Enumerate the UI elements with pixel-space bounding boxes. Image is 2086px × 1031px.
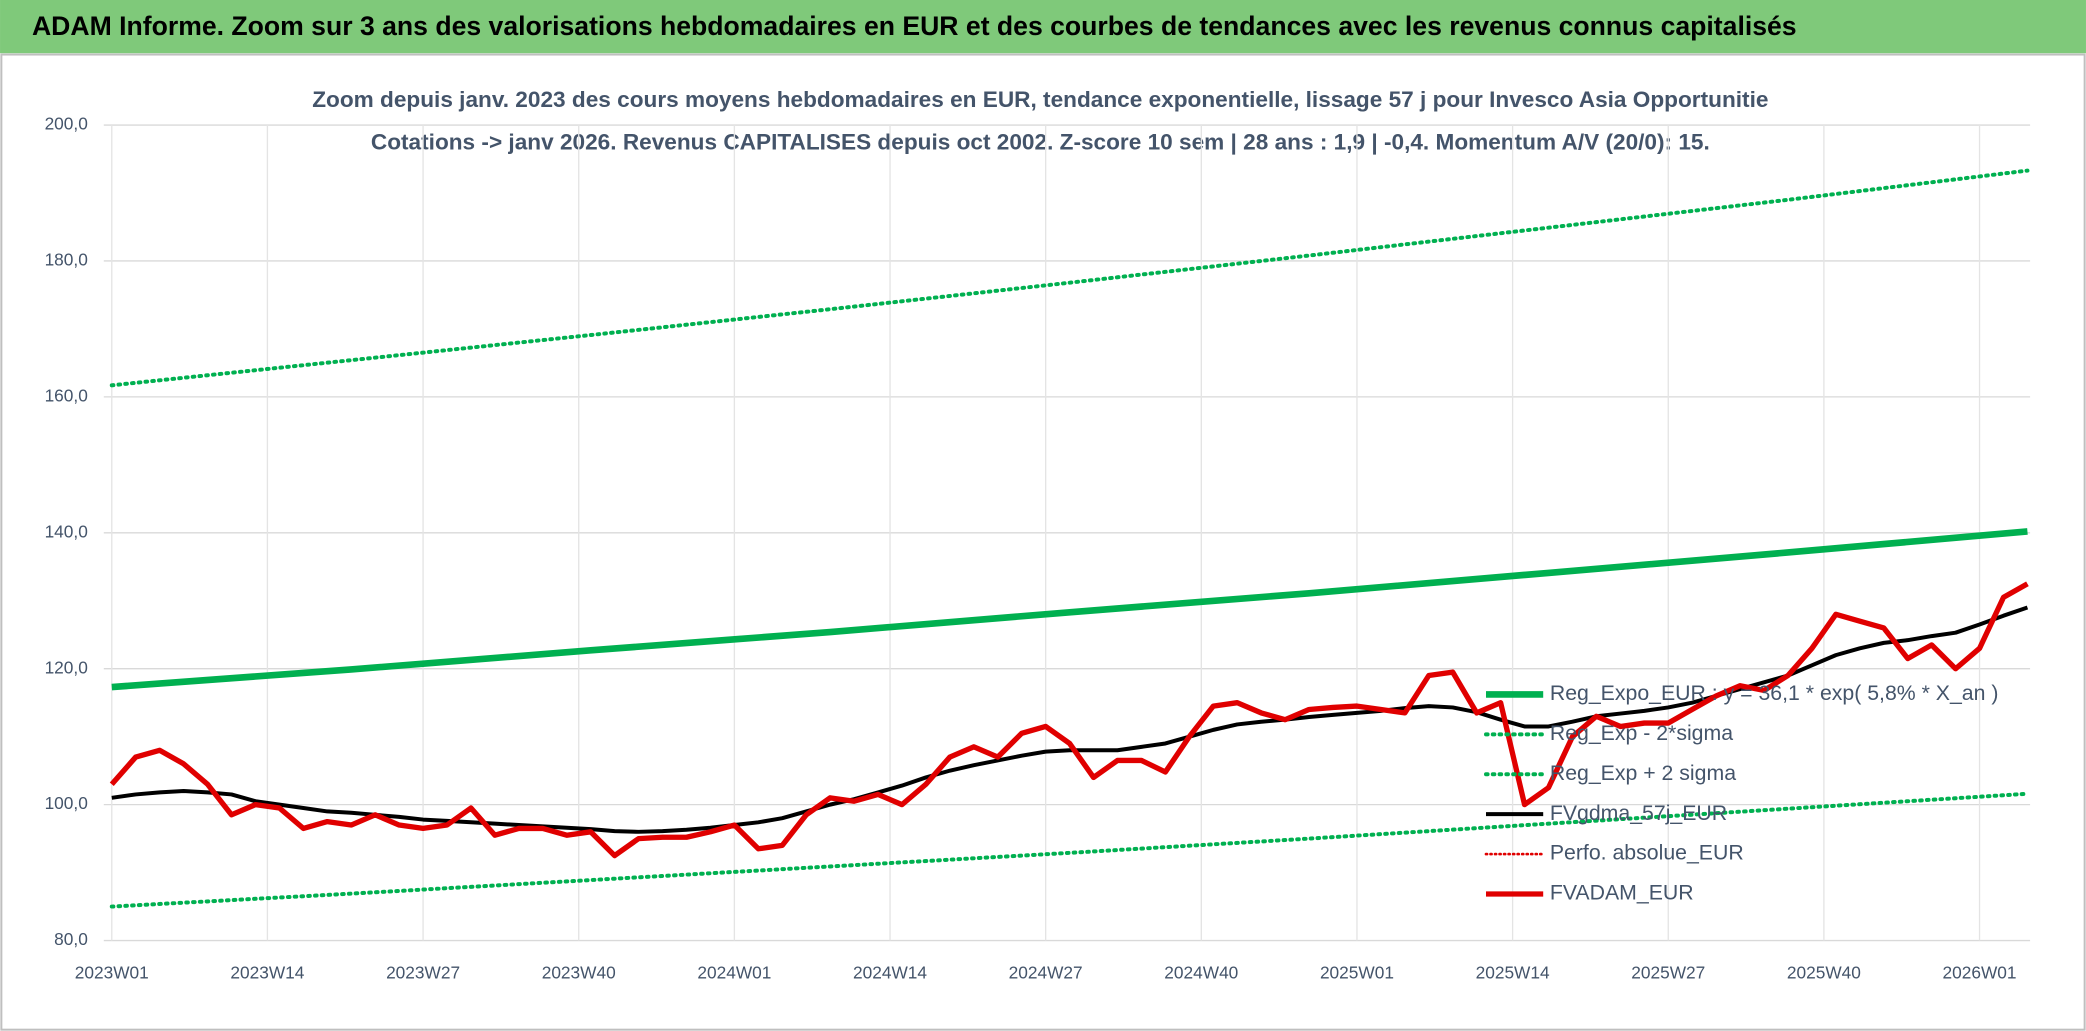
legend-label: Reg_Exp + 2 sigma <box>1550 761 1736 785</box>
x-tick-label: 2024W27 <box>1009 962 1083 982</box>
legend-label: Reg_Exp - 2*sigma <box>1550 721 1733 745</box>
x-tick-label: 2023W40 <box>542 962 616 982</box>
x-tick-label: 2025W40 <box>1787 962 1861 982</box>
series-line <box>111 528 2028 691</box>
legend-label: Perfo. absolue_EUR <box>1550 841 1744 865</box>
y-tick-label: 180,0 <box>45 250 88 270</box>
chart-title: Zoom depuis janv. 2023 des cours moyens … <box>312 87 1768 112</box>
y-tick-label: 100,0 <box>45 793 88 813</box>
legend-label: Reg_Expo_EUR : y = 36,1 * exp( 5,8% * X_… <box>1550 681 1999 705</box>
legend-label: FVgdma_57j_EUR <box>1550 801 1727 825</box>
x-tick-label: 2025W14 <box>1476 962 1550 982</box>
x-tick-label: 2023W01 <box>75 962 149 982</box>
x-tick-label: 2025W27 <box>1631 962 1705 982</box>
x-tick-label: 2024W01 <box>697 962 771 982</box>
chart-subtitle: Cotations -> janv 2026. Revenus CAPITALI… <box>371 130 1710 155</box>
header-band <box>0 0 2086 54</box>
y-tick-label: 200,0 <box>45 114 88 134</box>
series-line <box>109 581 2029 859</box>
x-tick-label: 2024W14 <box>853 962 927 982</box>
y-tick-label: 160,0 <box>45 385 88 405</box>
x-tick-label: 2026W01 <box>1943 962 2017 982</box>
header-title: ADAM Informe. Zoom sur 3 ans des valoris… <box>32 11 1797 41</box>
y-tick-label: 140,0 <box>45 521 88 541</box>
series-line <box>109 791 2030 909</box>
y-tick-label: 120,0 <box>45 657 88 677</box>
y-tick-label: 80,0 <box>54 929 88 949</box>
x-tick-label: 2023W27 <box>386 962 460 982</box>
chart-frame <box>0 53 2086 1031</box>
series-line <box>109 168 2030 388</box>
x-tick-label: 2024W40 <box>1164 962 1238 982</box>
legend-label: FVADAM_EUR <box>1550 881 1694 905</box>
x-tick-label: 2025W01 <box>1320 962 1394 982</box>
x-tick-label: 2023W14 <box>230 962 304 982</box>
